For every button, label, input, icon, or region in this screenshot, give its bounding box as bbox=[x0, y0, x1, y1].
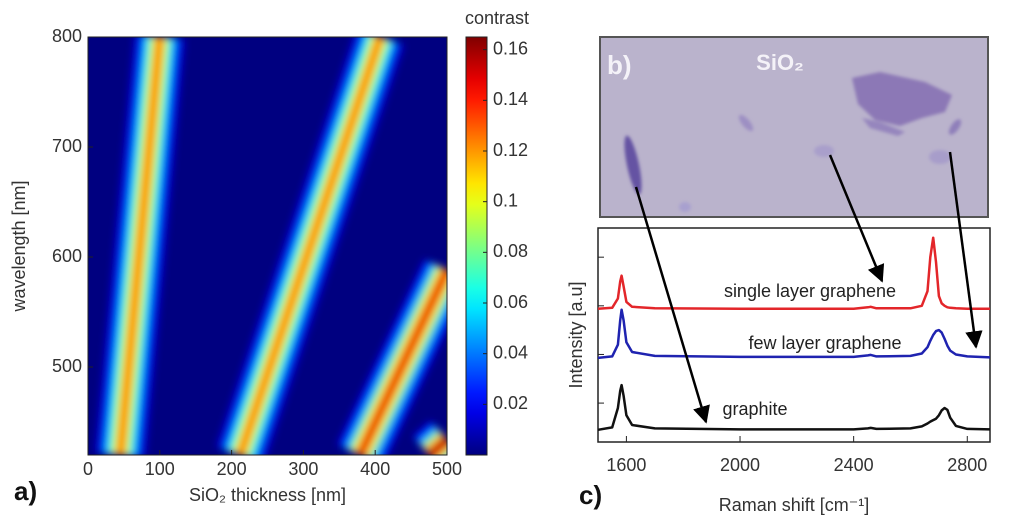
series-label: single layer graphene bbox=[724, 281, 896, 301]
plot-frame bbox=[87, 36, 448, 456]
microscope-photo: b) SiO₂ bbox=[599, 36, 989, 218]
arrow bbox=[948, 151, 983, 349]
colorbar-tick-label: 0.06 bbox=[493, 292, 528, 312]
x-tick-label: 2800 bbox=[947, 455, 987, 475]
arrow bbox=[828, 154, 885, 283]
x-tick-label: 2000 bbox=[720, 455, 760, 475]
photo-label: SiO₂ bbox=[756, 50, 804, 75]
colorbar-tick-label: 0.08 bbox=[493, 241, 528, 261]
x-tick-label: 2400 bbox=[834, 455, 874, 475]
y-axis-label: Intensity [a.u] bbox=[566, 281, 586, 388]
x-tick-label: 400 bbox=[360, 459, 390, 479]
x-tick-label: 500 bbox=[432, 459, 462, 479]
x-tick-label: 300 bbox=[288, 459, 318, 479]
ridge bbox=[357, 269, 447, 455]
ridge bbox=[237, 37, 383, 455]
colorbar bbox=[465, 36, 488, 456]
line-series bbox=[597, 308, 991, 360]
ridge bbox=[428, 437, 447, 455]
y-tick-label: 800 bbox=[52, 26, 82, 46]
panel-label: a) bbox=[14, 476, 37, 506]
y-tick-label: 700 bbox=[52, 136, 82, 156]
ridges bbox=[95, 37, 447, 455]
arrows bbox=[634, 151, 983, 424]
colorbar-tick-label: 0.1 bbox=[493, 190, 518, 210]
plots: 0 100 200 300 400 500 500 600 700 800 SiO₂ thickne… bbox=[9, 8, 991, 515]
x-tick-label: 0 bbox=[83, 459, 93, 479]
x-axis-label: Raman shift [cm⁻¹] bbox=[719, 495, 870, 515]
series-label: few layer graphene bbox=[748, 333, 901, 353]
colorbar-label: contrast bbox=[465, 8, 529, 28]
colorbar-tick-label: 0.02 bbox=[493, 393, 528, 413]
x-axis-label: SiO₂ thickness [nm] bbox=[189, 485, 346, 505]
series-label: graphite bbox=[722, 399, 787, 419]
colorbar-tick-label: 0.16 bbox=[493, 38, 528, 58]
ridge bbox=[117, 37, 163, 455]
colorbar-tick-label: 0.04 bbox=[493, 342, 528, 362]
panel-label: c) bbox=[579, 480, 602, 510]
line-series bbox=[597, 383, 991, 432]
ridge-glow bbox=[95, 37, 447, 455]
colorbar-tick-label: 0.14 bbox=[493, 89, 528, 109]
plot-area bbox=[597, 227, 991, 443]
x-tick-label: 100 bbox=[145, 459, 175, 479]
y-axis-label: wavelength [nm] bbox=[9, 180, 29, 312]
panel-label: b) bbox=[607, 50, 632, 80]
y-tick-label: 600 bbox=[52, 246, 82, 266]
y-tick-label: 500 bbox=[52, 356, 82, 376]
x-tick-label: 200 bbox=[217, 459, 247, 479]
colorbar-tick-label: 0.12 bbox=[493, 140, 528, 160]
line-series bbox=[597, 236, 990, 310]
arrow bbox=[634, 186, 710, 424]
x-tick-label: 1600 bbox=[606, 455, 646, 475]
